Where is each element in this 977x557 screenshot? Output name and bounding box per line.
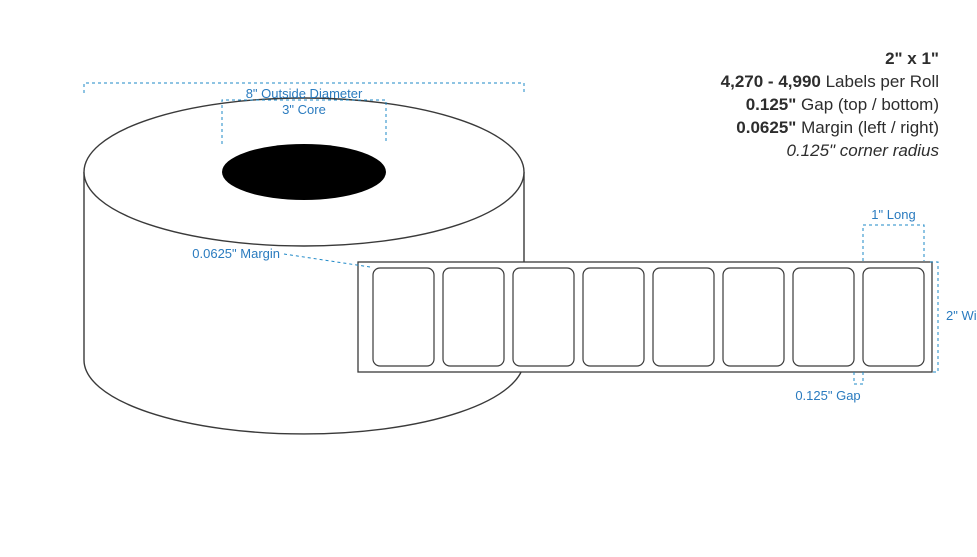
label-rect: [583, 268, 644, 366]
dim-margin-label: 0.0625" Margin: [192, 246, 280, 261]
label-rect: [723, 268, 784, 366]
dim-long-label: 1" Long: [871, 207, 915, 222]
dim-long-bracket: [863, 225, 924, 261]
dim-gap-label: 0.125" Gap: [795, 388, 860, 403]
label-rect: [443, 268, 504, 366]
label-roll-diagram: 8" Outside Diameter3" Core 1" Long 2" Wide…: [0, 0, 977, 557]
dim-wide-label: 2" Wide: [946, 308, 977, 323]
label-rect: [793, 268, 854, 366]
dim-gap-bracket: [854, 372, 863, 384]
label-rect: [513, 268, 574, 366]
label-rect: [653, 268, 714, 366]
label-rect: [373, 268, 434, 366]
roll-core: [222, 144, 386, 200]
label-rect: [863, 268, 924, 366]
dim-core-label: 3" Core: [282, 102, 326, 117]
dim-outside-label: 8" Outside Diameter: [246, 86, 363, 101]
